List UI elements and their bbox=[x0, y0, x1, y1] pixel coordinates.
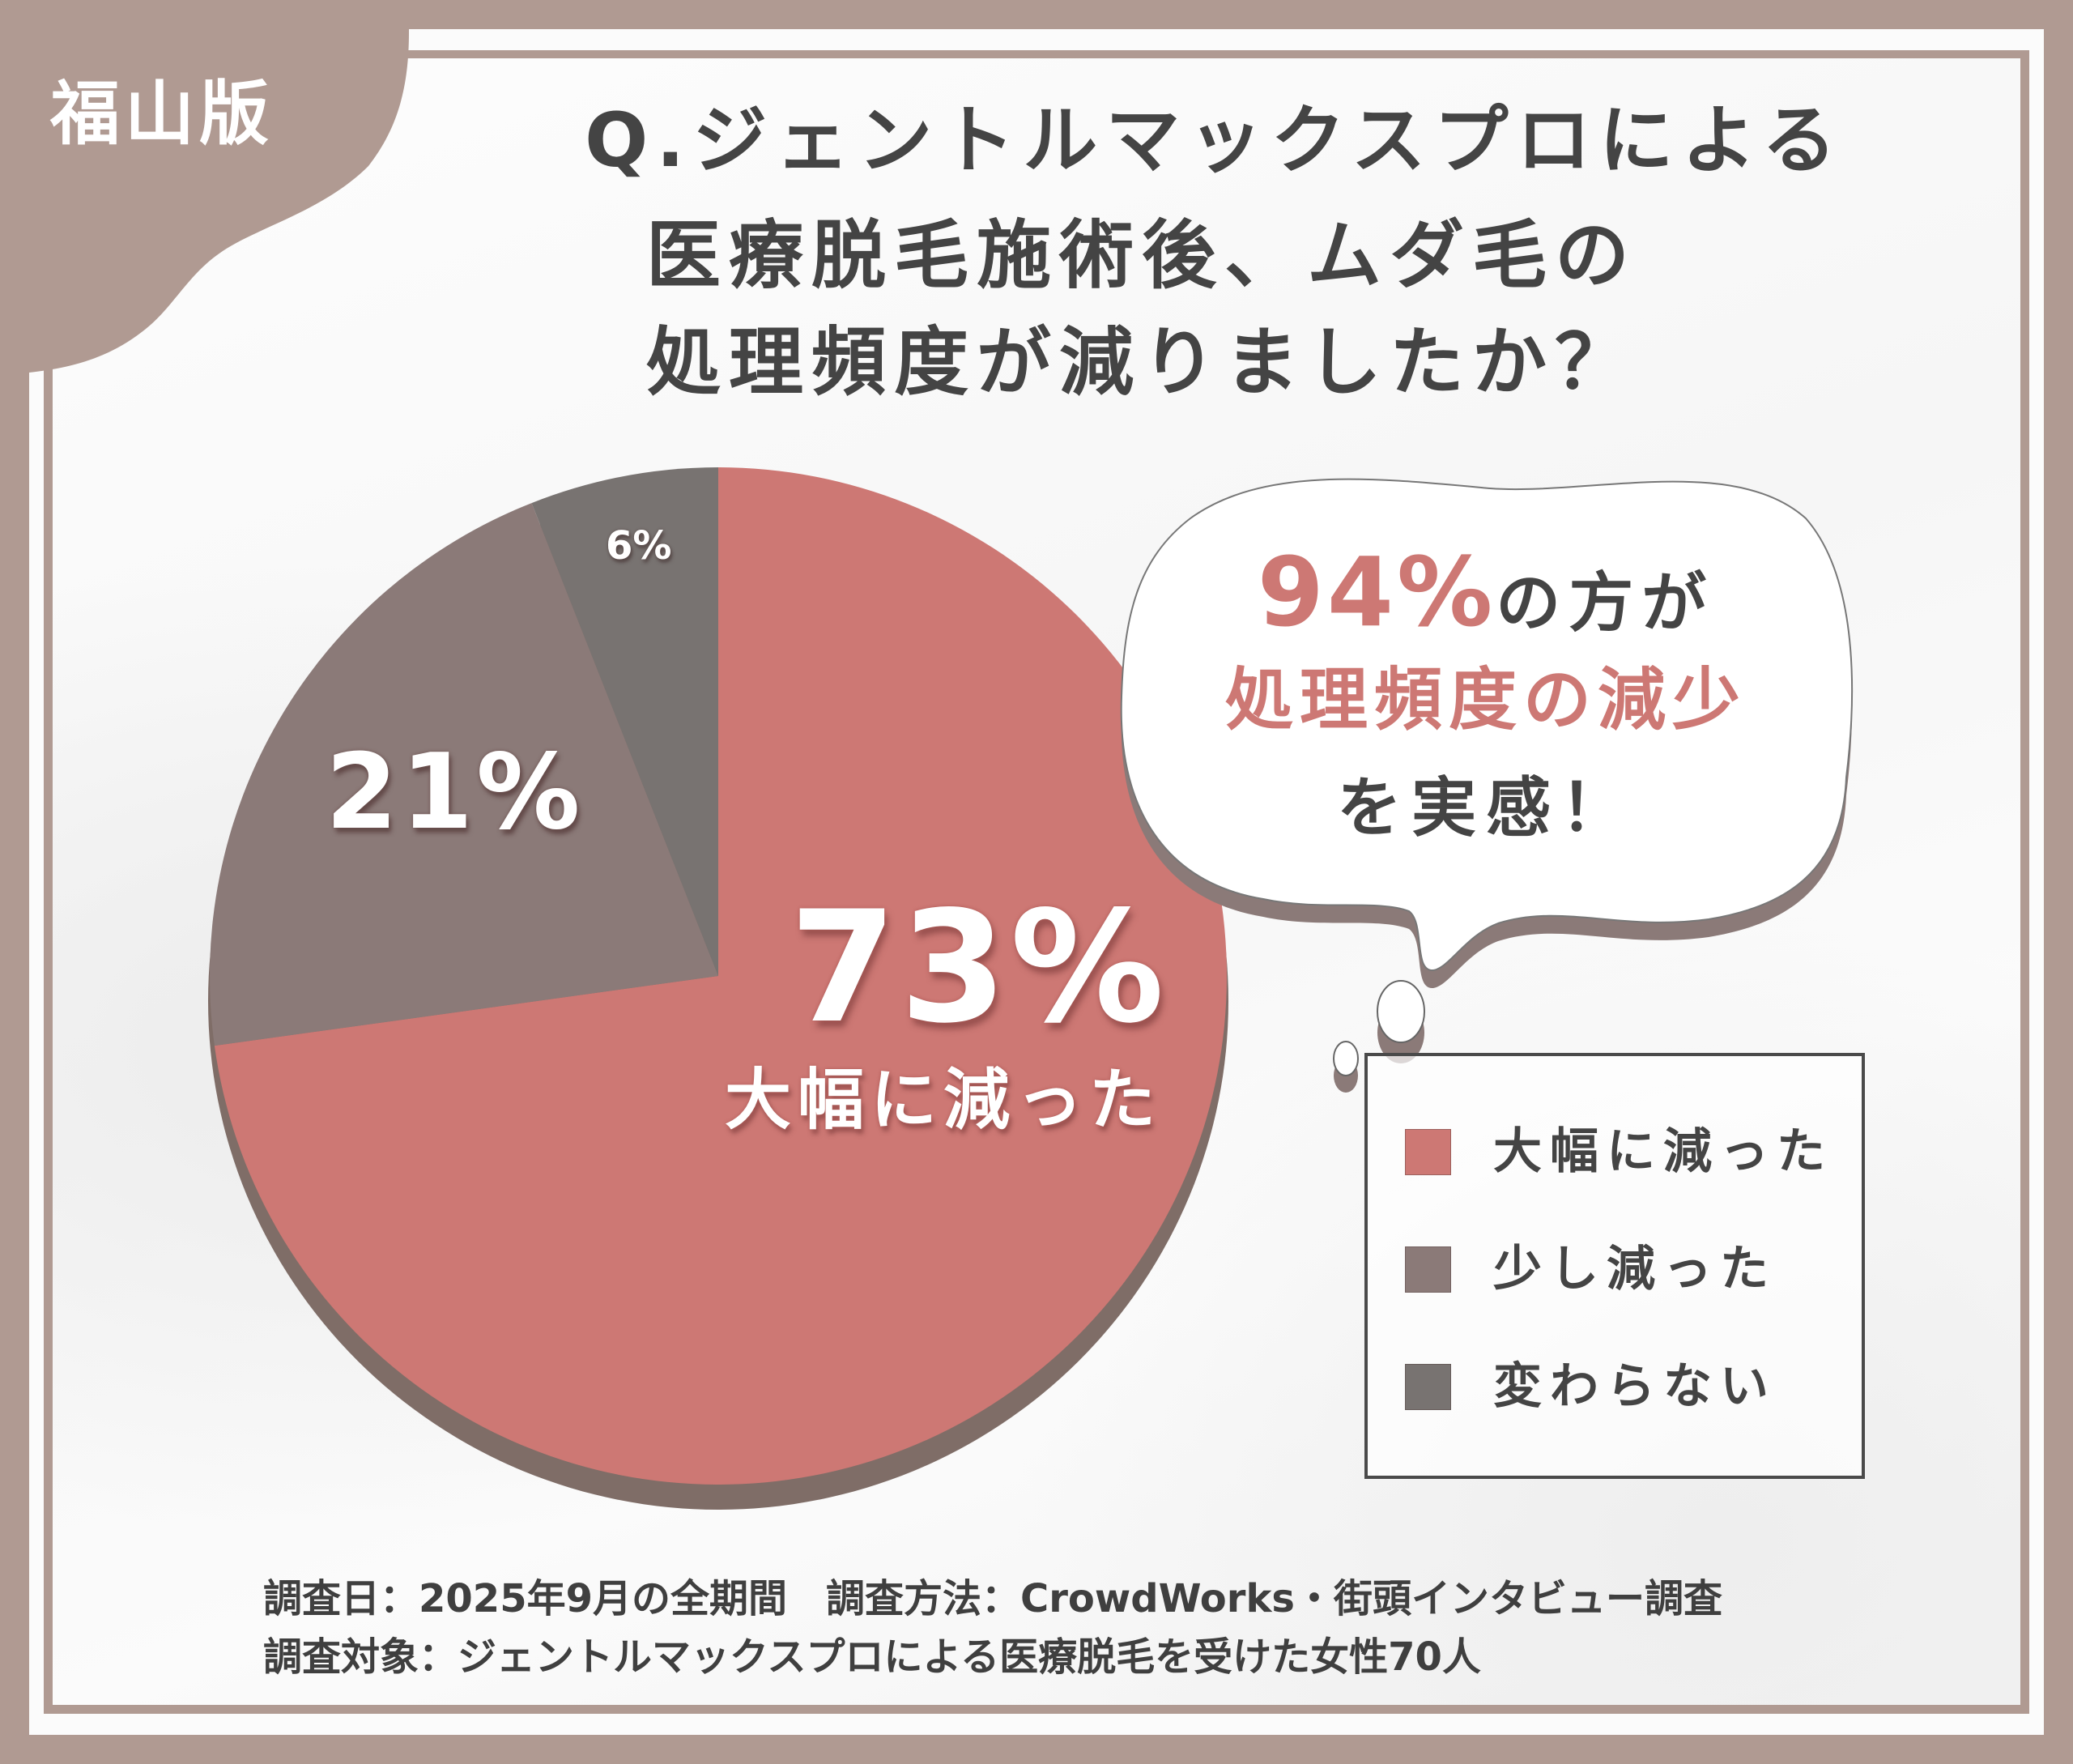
legend-item-third[interactable]: 変わらない bbox=[1405, 1362, 1777, 1411]
callout-line-1-suffix: の方が bbox=[1496, 565, 1715, 641]
chart-legend: 大幅に減った 少し減った 変わらない bbox=[1364, 1053, 1865, 1479]
legend-label-major: 大幅に減った bbox=[1493, 1123, 1833, 1180]
legend-label-third: 変わらない bbox=[1493, 1358, 1777, 1415]
frame-inner-border bbox=[44, 50, 2029, 1714]
legend-item-major[interactable]: 大幅に減った bbox=[1405, 1127, 1833, 1176]
callout-line-2: 処理頻度の減少 bbox=[1224, 660, 1747, 739]
survey-info-line-1: 調査日：2025年9月の全期間 調査方法：CrowdWorks・街頭インタビュー… bbox=[263, 1576, 1722, 1621]
pie-slice-major[interactable] bbox=[214, 467, 1227, 1485]
callout-line-3: を実感！ bbox=[1337, 770, 1635, 846]
callout-highlight-value: 94% bbox=[1257, 536, 1496, 648]
legend-label-second: 少し減った bbox=[1493, 1241, 1777, 1297]
pie-label-major: 73% bbox=[790, 878, 1168, 1057]
region-badge: 福山版 bbox=[50, 74, 274, 155]
badge-tab-shape bbox=[0, 0, 409, 421]
pie-label-major-caption: 大幅に減った bbox=[725, 1062, 1163, 1139]
question-title-line-3: 処理頻度が減りましたか？ bbox=[645, 319, 1637, 406]
pie-slice-second[interactable] bbox=[210, 503, 718, 1046]
callout-bubble bbox=[1120, 478, 1854, 972]
legend-swatch-third bbox=[1405, 1363, 1451, 1410]
thought-dot-small bbox=[1333, 1041, 1359, 1076]
legend-item-second[interactable]: 少し減った bbox=[1405, 1245, 1777, 1293]
callout-line-1: 94%の方が bbox=[1122, 544, 1850, 640]
thought-dot-large bbox=[1377, 980, 1425, 1043]
survey-info-line-2: 調査対象：ジェントルマックスプロによる医療脱毛を受けた女性70人 bbox=[263, 1634, 1481, 1680]
question-title-line-2: 医療脱毛施術後、ムダ毛の bbox=[645, 212, 1637, 299]
pie-slice-third[interactable] bbox=[531, 467, 719, 976]
question-title-line-1: Q.ジェントルマックスプロによる bbox=[585, 97, 1845, 184]
legend-swatch-major bbox=[1405, 1128, 1451, 1175]
legend-swatch-second bbox=[1405, 1246, 1451, 1293]
pie-label-third: 6% bbox=[606, 523, 672, 569]
pie-label-second: 21% bbox=[326, 732, 584, 853]
